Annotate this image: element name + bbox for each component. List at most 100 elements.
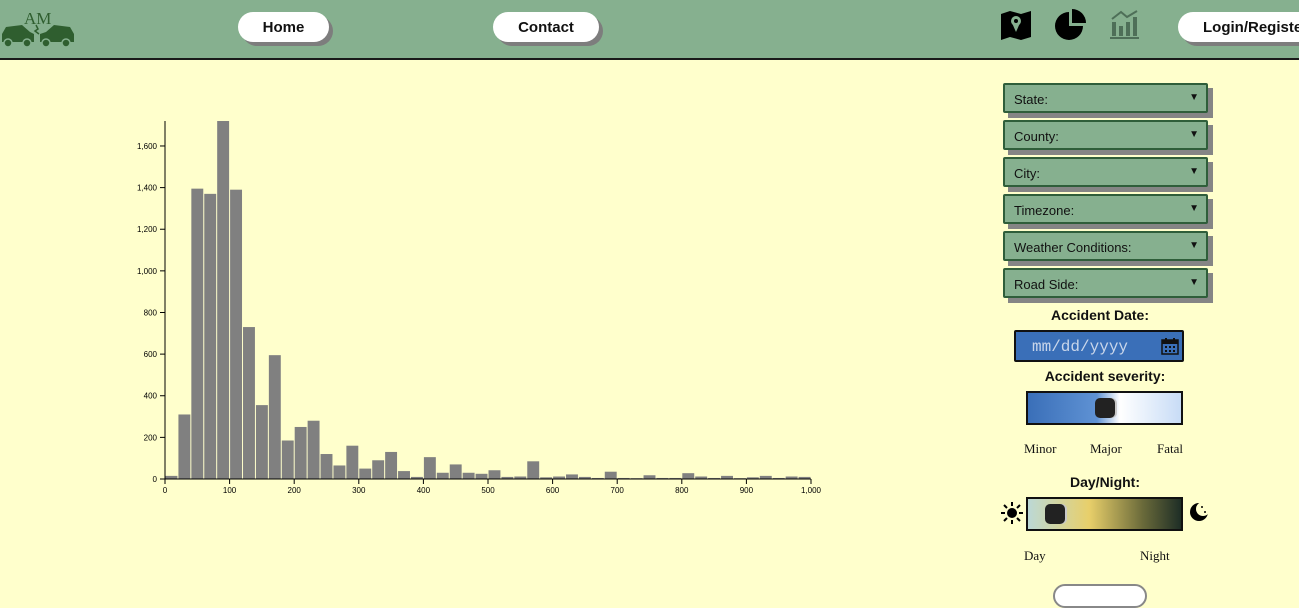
y-tick-label: 200: [144, 433, 158, 442]
histogram-bar: [462, 472, 475, 479]
histogram-bar: [759, 475, 772, 479]
histogram-bar: [398, 471, 410, 479]
histogram-bar: [475, 473, 488, 479]
histogram-bar: [591, 477, 604, 479]
weather-select-label: Weather Conditions:: [1014, 240, 1132, 255]
day-label: Day: [1024, 548, 1046, 563]
state-select[interactable]: State: ▼: [1003, 83, 1208, 113]
severity-min-label: Minor: [1024, 441, 1057, 456]
road-side-select-label: Road Side:: [1014, 277, 1079, 292]
night-label: Night: [1140, 548, 1170, 563]
y-tick-label: 600: [144, 350, 158, 359]
x-tick-label: 400: [417, 486, 431, 495]
day-night-slider[interactable]: [1026, 497, 1183, 531]
city-select-label: City:: [1014, 166, 1040, 181]
histogram-bar: [643, 475, 656, 479]
histogram-bar: [514, 476, 527, 479]
histogram-bar: [346, 445, 359, 479]
histogram-bar: [656, 477, 669, 479]
histogram-bar: [230, 189, 243, 479]
histogram-bar: [617, 477, 630, 479]
histogram-bar: [178, 414, 191, 479]
y-tick-label: 0: [153, 475, 158, 484]
county-select-label: County:: [1014, 129, 1059, 144]
histogram-bar: [372, 460, 385, 479]
county-select[interactable]: County: ▼: [1003, 120, 1208, 150]
submit-button[interactable]: [1053, 584, 1147, 608]
x-tick-label: 800: [675, 486, 689, 495]
x-tick-label: 200: [288, 486, 302, 495]
y-tick-label: 800: [144, 308, 158, 317]
login-register-button[interactable]: Login/Register: [1178, 12, 1299, 42]
y-tick-label: 400: [144, 392, 158, 401]
severity-slider[interactable]: [1026, 391, 1183, 425]
histogram-bar: [217, 121, 230, 479]
logo-text: AM: [24, 9, 51, 28]
accident-date-input[interactable]: mm/dd/yyyy: [1014, 330, 1184, 362]
home-button[interactable]: Home: [238, 12, 329, 42]
y-tick-label: 1,600: [137, 142, 158, 151]
axes-layer: 0 100 200 300 400 500 600 700 800 900 1,000 0 200 400…: [137, 121, 822, 495]
calendar-icon[interactable]: [1161, 337, 1179, 355]
histogram-bar: [294, 426, 307, 479]
y-tick-label: 1,000: [137, 267, 158, 276]
histogram-chart: 0 100 200 300 400 500 600 700 800 900 1,000 0 200 400…: [137, 121, 822, 495]
bars-layer: [165, 121, 811, 479]
chevron-down-icon: ▼: [1189, 166, 1199, 177]
filter-panel: State: ▼ County: ▼ City: ▼ Timezone: ▼ Weath…: [1003, 83, 1213, 305]
map-icon[interactable]: [999, 8, 1033, 42]
chevron-down-icon: ▼: [1189, 277, 1199, 288]
histogram-bar: [695, 476, 708, 479]
severity-slider-thumb[interactable]: [1094, 398, 1115, 418]
histogram-bar: [359, 468, 372, 479]
chevron-down-icon: ▼: [1189, 240, 1199, 251]
histogram-bar: [191, 188, 204, 479]
histogram-bar: [708, 477, 721, 479]
histogram-bar: [566, 474, 578, 479]
histogram-bar: [527, 461, 540, 479]
road-side-select[interactable]: Road Side: ▼: [1003, 268, 1208, 298]
weather-select[interactable]: Weather Conditions: ▼: [1003, 231, 1208, 261]
histogram-bar: [501, 476, 514, 479]
histogram-bar: [798, 476, 811, 479]
chevron-down-icon: ▼: [1189, 129, 1199, 140]
navbar: AM Home Contact Login/Register: [0, 0, 1299, 60]
histogram-bar: [320, 454, 333, 479]
histogram-bar: [268, 355, 281, 479]
pie-chart-icon[interactable]: [1053, 8, 1087, 42]
y-tick-label: 1,200: [137, 225, 158, 234]
day-night-slider-thumb[interactable]: [1044, 504, 1065, 524]
histogram-bar: [578, 476, 591, 479]
histogram-bar: [682, 473, 695, 479]
chevron-down-icon: ▼: [1189, 203, 1199, 214]
histogram-bar: [449, 464, 462, 479]
histogram-bar: [785, 476, 798, 479]
y-tick-label: 1,400: [137, 184, 158, 193]
logo-car-crash-icon[interactable]: AM: [0, 8, 78, 52]
bar-chart-icon[interactable]: [1107, 8, 1141, 42]
histogram-bar: [255, 405, 268, 479]
histogram-bar: [436, 472, 449, 479]
x-tick-label: 100: [223, 486, 237, 495]
sun-icon: [1001, 502, 1023, 524]
state-select-label: State:: [1014, 92, 1048, 107]
histogram-bar: [423, 457, 436, 479]
histogram-bar: [204, 193, 217, 479]
contact-button[interactable]: Contact: [493, 12, 599, 42]
chevron-down-icon: ▼: [1189, 92, 1199, 103]
x-tick-label: 1,000: [801, 486, 822, 495]
histogram-bar: [721, 475, 733, 479]
date-placeholder: mm/dd/yyyy: [1032, 338, 1129, 356]
histogram-bar: [540, 477, 553, 479]
accident-date-label: Accident Date:: [1050, 307, 1150, 323]
histogram-bar: [281, 440, 294, 479]
x-tick-label: 600: [546, 486, 560, 495]
city-select[interactable]: City: ▼: [1003, 157, 1208, 187]
x-tick-label: 0: [163, 486, 168, 495]
histogram-bar: [772, 477, 785, 479]
histogram-bar: [604, 471, 617, 479]
histogram-bar: [410, 476, 423, 479]
severity-max-label: Fatal: [1157, 441, 1183, 456]
timezone-select[interactable]: Timezone: ▼: [1003, 194, 1208, 224]
histogram-bar: [746, 477, 759, 479]
